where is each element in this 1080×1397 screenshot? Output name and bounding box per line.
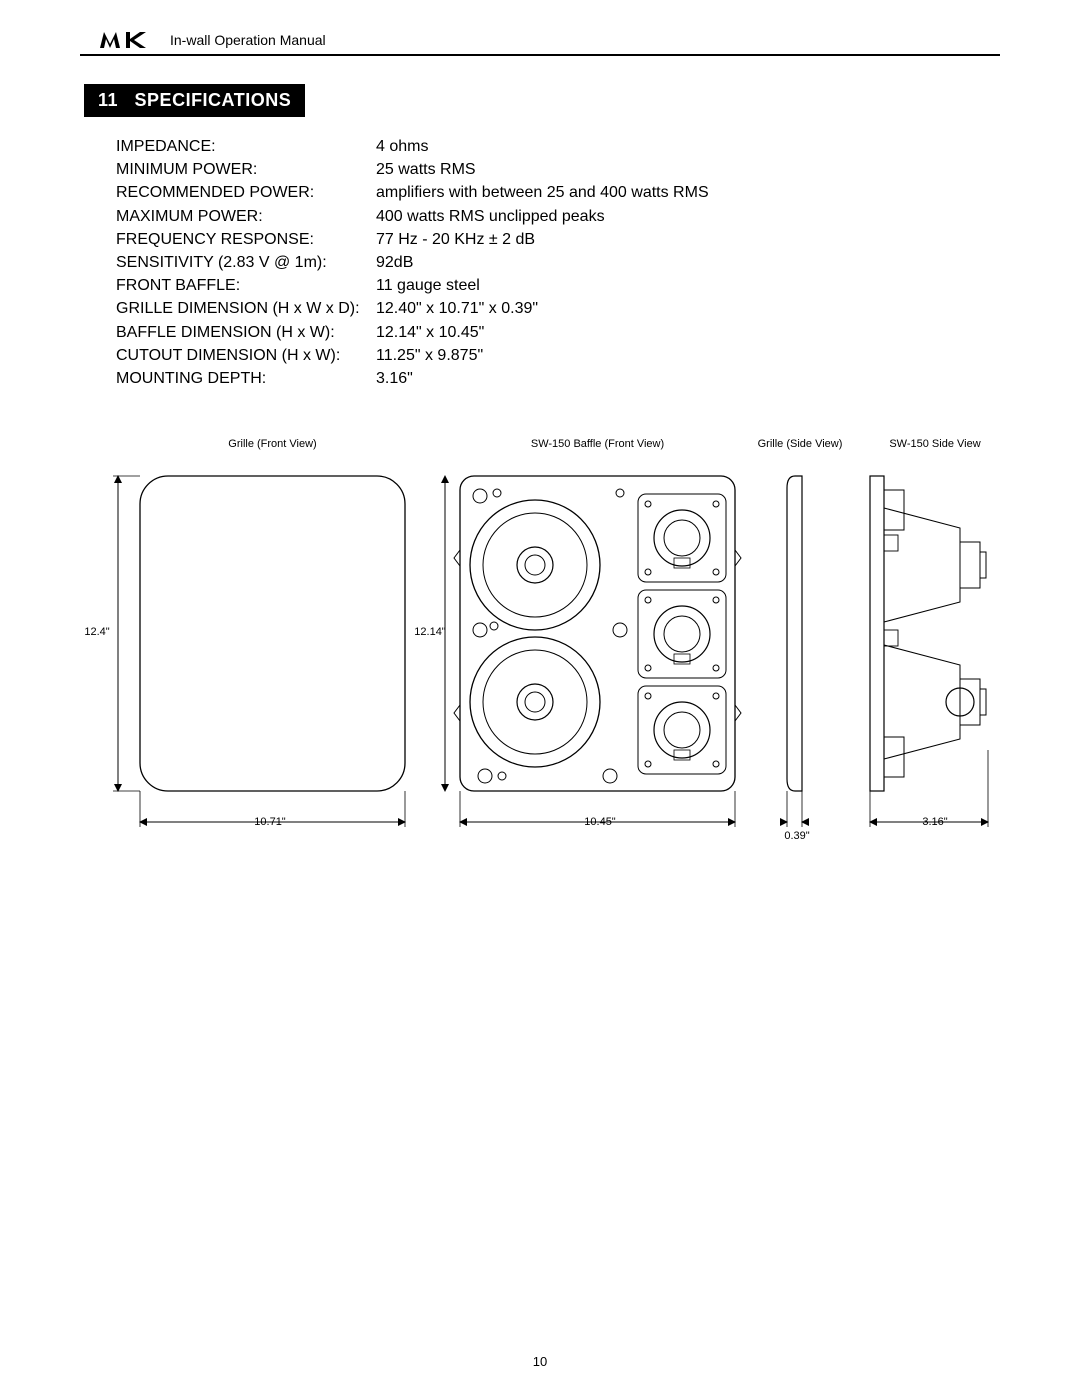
spec-label: MINIMUM POWER: — [116, 158, 376, 181]
section-title: SPECIFICATIONS — [135, 90, 292, 110]
dim-sw150-depth: 3.16" — [900, 816, 970, 828]
dim-grille-width: 10.71" — [230, 816, 310, 828]
spec-value: 92dB — [376, 251, 1000, 274]
spec-value: 4 ohms — [376, 135, 1000, 158]
spec-label: MOUNTING DEPTH: — [116, 367, 376, 390]
spec-label: MAXIMUM POWER: — [116, 205, 376, 228]
technical-drawings — [80, 460, 1020, 860]
spec-row: MINIMUM POWER:25 watts RMS — [116, 158, 1000, 181]
diagram-title-grille-side: Grille (Side View) — [740, 438, 860, 450]
page-header: In-wall Operation Manual — [80, 30, 1000, 56]
spec-value: 11 gauge steel — [376, 274, 1000, 297]
spec-row: MOUNTING DEPTH:3.16" — [116, 367, 1000, 390]
spec-value: 12.40" x 10.71" x 0.39" — [376, 297, 1000, 320]
spec-row: BAFFLE DIMENSION (H x W):12.14" x 10.45" — [116, 321, 1000, 344]
page-number: 10 — [0, 1354, 1080, 1369]
spec-row: MAXIMUM POWER:400 watts RMS unclipped pe… — [116, 205, 1000, 228]
section-header: 11 SPECIFICATIONS — [84, 84, 305, 117]
spec-row: IMPEDANCE:4 ohms — [116, 135, 1000, 158]
spec-label: BAFFLE DIMENSION (H x W): — [116, 321, 376, 344]
specifications-table: IMPEDANCE:4 ohms MINIMUM POWER:25 watts … — [116, 135, 1000, 390]
spec-value: 3.16" — [376, 367, 1000, 390]
diagrams-area: Grille (Front View) SW-150 Baffle (Front… — [80, 438, 1000, 868]
spec-row: FREQUENCY RESPONSE:77 Hz - 20 KHz ± 2 dB — [116, 228, 1000, 251]
diagram-title-baffle-front: SW-150 Baffle (Front View) — [460, 438, 735, 450]
spec-row: GRILLE DIMENSION (H x W x D):12.40" x 10… — [116, 297, 1000, 320]
spec-value: 400 watts RMS unclipped peaks — [376, 205, 1000, 228]
spec-row: SENSITIVITY (2.83 V @ 1m):92dB — [116, 251, 1000, 274]
spec-value: 77 Hz - 20 KHz ± 2 dB — [376, 228, 1000, 251]
dim-grille-depth: 0.39" — [772, 830, 822, 842]
spec-label: SENSITIVITY (2.83 V @ 1m): — [116, 251, 376, 274]
spec-row: RECOMMENDED POWER:amplifiers with betwee… — [116, 181, 1000, 204]
spec-label: GRILLE DIMENSION (H x W x D): — [116, 297, 376, 320]
spec-row: FRONT BAFFLE:11 gauge steel — [116, 274, 1000, 297]
spec-label: FRONT BAFFLE: — [116, 274, 376, 297]
diagram-title-sw150-side: SW-150 Side View — [870, 438, 1000, 450]
spec-label: IMPEDANCE: — [116, 135, 376, 158]
diagram-title-grille-front: Grille (Front View) — [140, 438, 405, 450]
dim-baffle-width: 10.45" — [560, 816, 640, 828]
brand-logo-icon — [100, 30, 148, 50]
spec-label: RECOMMENDED POWER: — [116, 181, 376, 204]
dim-baffle-height: 12.14" — [410, 626, 450, 638]
spec-value: 12.14" x 10.45" — [376, 321, 1000, 344]
manual-title: In-wall Operation Manual — [170, 32, 326, 48]
spec-value: amplifiers with between 25 and 400 watts… — [376, 181, 1000, 204]
spec-value: 25 watts RMS — [376, 158, 1000, 181]
spec-label: CUTOUT DIMENSION (H x W): — [116, 344, 376, 367]
dim-grille-height: 12.4" — [80, 626, 114, 638]
spec-label: FREQUENCY RESPONSE: — [116, 228, 376, 251]
spec-row: CUTOUT DIMENSION (H x W):11.25" x 9.875" — [116, 344, 1000, 367]
section-number: 11 — [98, 90, 118, 110]
manual-page: In-wall Operation Manual 11 SPECIFICATIO… — [0, 0, 1080, 1397]
spec-value: 11.25" x 9.875" — [376, 344, 1000, 367]
